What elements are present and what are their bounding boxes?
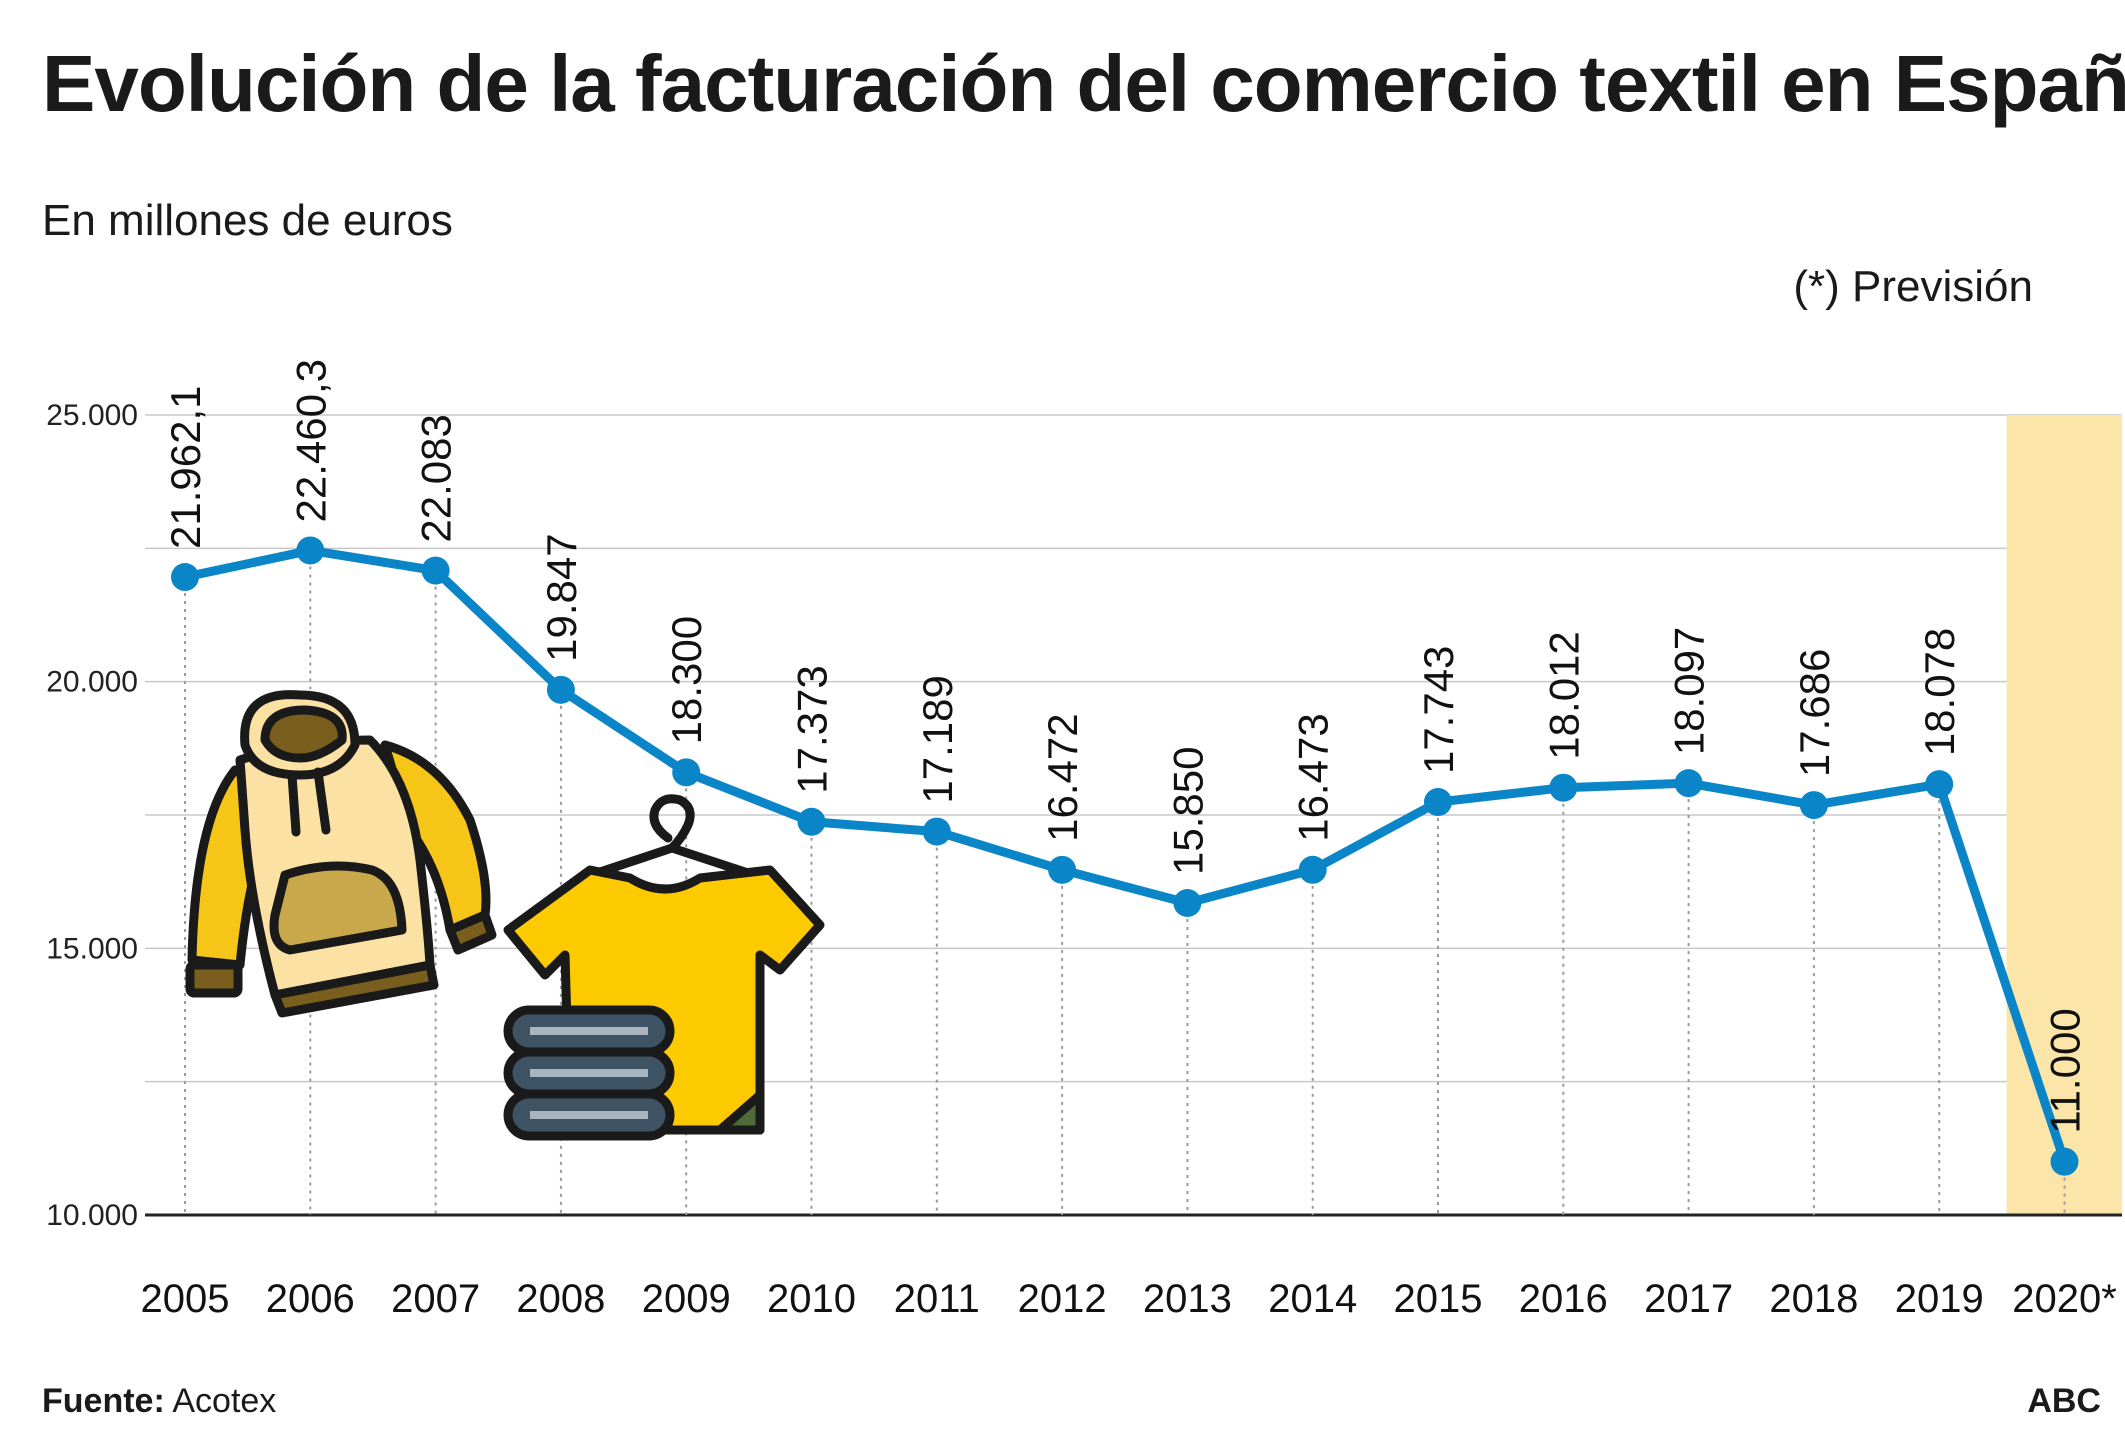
x-tick-label: 2011 <box>894 1277 980 1321</box>
x-tick-label: 2019 <box>1895 1277 1984 1321</box>
data-point <box>171 563 199 592</box>
x-tick-label: 2012 <box>1018 1277 1107 1321</box>
data-label: 16.473 <box>1290 713 1337 841</box>
data-point <box>922 817 951 846</box>
data-label: 21.962,1 <box>162 386 209 550</box>
x-tick-label: 2014 <box>1268 1277 1357 1321</box>
data-point <box>1173 889 1202 917</box>
data-label: 19.847 <box>538 533 585 661</box>
source-value: Acotex <box>172 1382 277 1420</box>
data-point <box>1048 855 1077 884</box>
y-axis-ticks: 10.000 15.000 20.000 25.000 <box>46 399 138 1232</box>
data-point <box>1549 773 1578 802</box>
x-tick-label: 2017 <box>1644 1277 1733 1321</box>
x-tick-label: 2013 <box>1143 1277 1232 1321</box>
data-label: 18.097 <box>1666 627 1713 755</box>
data-point <box>2050 1147 2079 1176</box>
data-point <box>1424 788 1452 817</box>
data-label: 22.083 <box>413 414 460 542</box>
data-label: 17.743 <box>1415 646 1462 774</box>
x-tick-label: 2005 <box>141 1277 230 1321</box>
data-label: 17.189 <box>914 675 961 803</box>
y-tick-label: 25.000 <box>46 399 138 432</box>
data-label: 18.078 <box>1916 628 1963 756</box>
data-point <box>1925 770 1954 799</box>
data-label: 17.373 <box>789 665 836 793</box>
x-tick-label: 2006 <box>266 1277 355 1321</box>
forecast-band-layer <box>145 415 2122 1217</box>
data-point <box>421 556 450 585</box>
x-tick-label: 2018 <box>1769 1277 1858 1321</box>
data-label: 22.460,3 <box>287 359 334 523</box>
x-tick-label: 2016 <box>1519 1277 1608 1321</box>
data-point <box>1799 791 1828 820</box>
data-label: 17.686 <box>1791 649 1838 777</box>
data-label: 11.000 <box>2042 1008 2089 1133</box>
x-tick-label: 2015 <box>1394 1277 1483 1321</box>
data-label: 18.300 <box>663 616 710 744</box>
data-label: 18.012 <box>1540 631 1587 759</box>
data-point <box>797 807 826 836</box>
source-note: Fuente: Acotex <box>42 1382 276 1421</box>
x-axis-ticks: 2005 2006 2007 2008 2009 2010 2011 2012 2013 2014… <box>141 1277 2117 1321</box>
series-line <box>180 545 2069 1167</box>
y-tick-label: 15.000 <box>46 932 138 965</box>
drop-lines <box>184 550 2066 1215</box>
data-point <box>1298 855 1327 884</box>
series-line-layer <box>180 545 2069 1167</box>
brand-logo-text: ABC <box>2027 1382 2101 1420</box>
forecast-band <box>2006 415 2122 1215</box>
data-label: 15.850 <box>1164 747 1211 875</box>
data-point <box>1674 769 1703 798</box>
data-point <box>296 536 325 565</box>
x-tick-label: 2009 <box>642 1277 731 1321</box>
hoodie-icon <box>185 690 497 1018</box>
y-tick-label: 20.000 <box>46 666 138 699</box>
data-point <box>672 758 701 787</box>
data-label: 16.472 <box>1039 713 1086 841</box>
x-tick-label: 2007 <box>391 1277 480 1321</box>
y-tick-label: 10.000 <box>46 1199 138 1232</box>
data-point <box>546 675 575 704</box>
chart-title: Evolución de la facturación del comercio… <box>42 39 2125 128</box>
data-points <box>171 536 2079 1176</box>
x-tick-label: 2010 <box>767 1277 856 1321</box>
x-tick-label: 2020* <box>2012 1277 2117 1321</box>
x-tick-label: 2008 <box>516 1277 605 1321</box>
folded-clothes-icon <box>503 1005 675 1141</box>
source-label: Fuente: <box>42 1382 165 1420</box>
data-labels: 21.962,1 22.460,3 22.083 19.847 18.300 17.373… <box>162 359 2089 1134</box>
chart-subtitle: En millones de euros <box>42 196 453 245</box>
forecast-note: (*) Previsión <box>1793 262 2033 311</box>
